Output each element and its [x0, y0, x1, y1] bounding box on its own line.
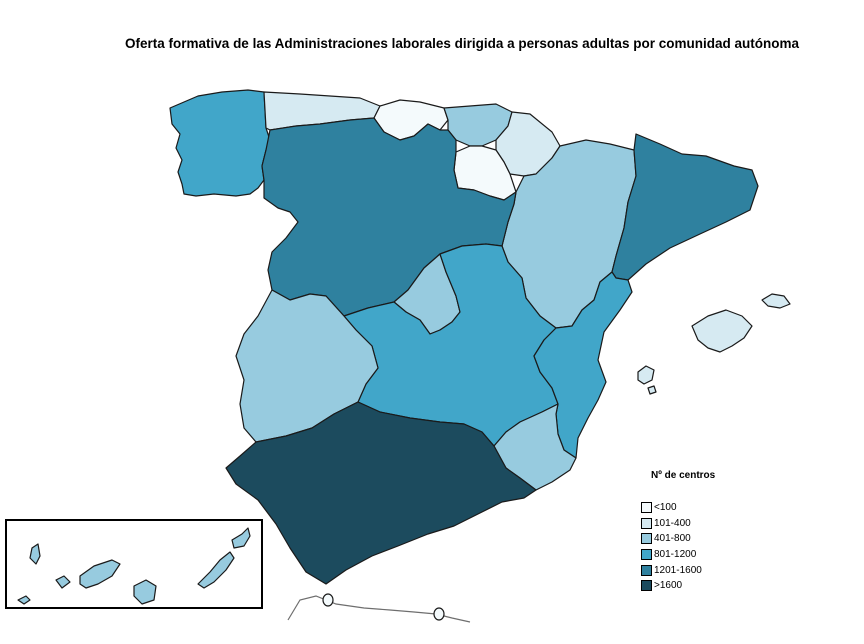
region-melilla [433, 607, 445, 621]
legend-label: <100 [654, 502, 677, 514]
legend-label: 401-800 [654, 533, 691, 545]
region-baleares-formentera [647, 385, 657, 395]
region-canarias-el-hierro [17, 595, 31, 605]
legend-swatch [641, 564, 652, 576]
region-baleares-ibiza [637, 365, 655, 385]
region-canarias-la-gomera [55, 575, 71, 589]
region-galicia [169, 89, 271, 197]
legend-title: Nº de centros [651, 470, 716, 481]
legend-item: 1201-1600 [641, 562, 715, 578]
region-baleares-menorca [761, 293, 791, 309]
legend: Nº de centros <100 101-400 401-800 801-1… [641, 470, 715, 594]
region-canarias-la-palma [29, 543, 41, 565]
legend-label: 801-1200 [654, 549, 697, 561]
legend-swatch [641, 549, 652, 561]
legend-item: 101-400 [641, 516, 715, 532]
legend-swatch [641, 517, 652, 529]
canarias-islands [17, 527, 251, 605]
region-canarias-lanzarote [231, 527, 251, 549]
region-canarias-fuerteventura [197, 551, 235, 589]
region-andalucia [225, 401, 537, 585]
legend-swatch [641, 502, 652, 514]
legend-swatch [641, 533, 652, 545]
region-cataluna [611, 133, 759, 281]
legend-item: 401-800 [641, 531, 715, 547]
region-ceuta [322, 593, 334, 607]
region-baleares-mallorca [691, 309, 753, 353]
map-title: Oferta formativa de las Administraciones… [125, 36, 799, 51]
legend-item: <100 [641, 500, 715, 516]
region-canarias-gran-canaria [133, 579, 157, 605]
legend-label: >1600 [654, 580, 683, 592]
legend-swatch [641, 580, 652, 592]
region-pais-vasco [443, 103, 513, 147]
legend-items: <100 101-400 401-800 801-1200 1201-1600 … [641, 500, 715, 594]
legend-item: >1600 [641, 578, 715, 594]
legend-label: 101-400 [654, 517, 691, 529]
region-canarias-tenerife [79, 559, 121, 589]
legend-label: 1201-1600 [654, 564, 702, 576]
legend-item: 801-1200 [641, 547, 715, 563]
canarias-inset-frame [5, 519, 263, 609]
